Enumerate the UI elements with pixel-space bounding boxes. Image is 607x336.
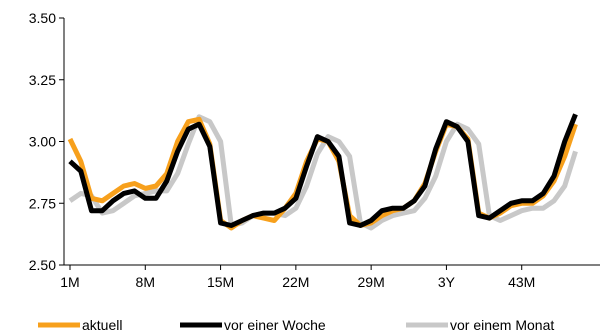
x-tick-label: 1M [60, 274, 79, 290]
x-tick-label: 8M [136, 274, 155, 290]
y-axis-ticks: 2.50 2.75 3.00 3.25 3.50 [29, 10, 64, 273]
y-tick-label: 3.00 [29, 134, 56, 150]
legend-label-0: aktuell [82, 317, 122, 333]
x-tick-label: 29M [358, 274, 385, 290]
y-tick-label: 3.25 [29, 72, 56, 88]
y-tick-label: 2.50 [29, 257, 56, 273]
plot-area: 2.50 2.75 3.00 3.25 3.50 1M 8M 15M 22M 29M 3Y 43M [29, 10, 600, 290]
x-axis-ticks: 1M 8M 15M 22M 29M 3Y 43M [60, 265, 535, 290]
y-tick-label: 2.75 [29, 195, 56, 211]
x-tick-label: 3Y [438, 274, 456, 290]
legend-label-1: vor einer Woche [224, 317, 326, 333]
y-tick-label: 3.50 [29, 10, 56, 26]
x-tick-label: 22M [282, 274, 309, 290]
legend-label-2: vor einem Monat [450, 317, 554, 333]
x-tick-label: 43M [508, 274, 535, 290]
legend: aktuell vor einer Woche vor einem Monat [38, 317, 554, 333]
series-lines [67, 113, 578, 231]
series-line-1 [68, 113, 578, 228]
x-tick-label: 15M [207, 274, 234, 290]
